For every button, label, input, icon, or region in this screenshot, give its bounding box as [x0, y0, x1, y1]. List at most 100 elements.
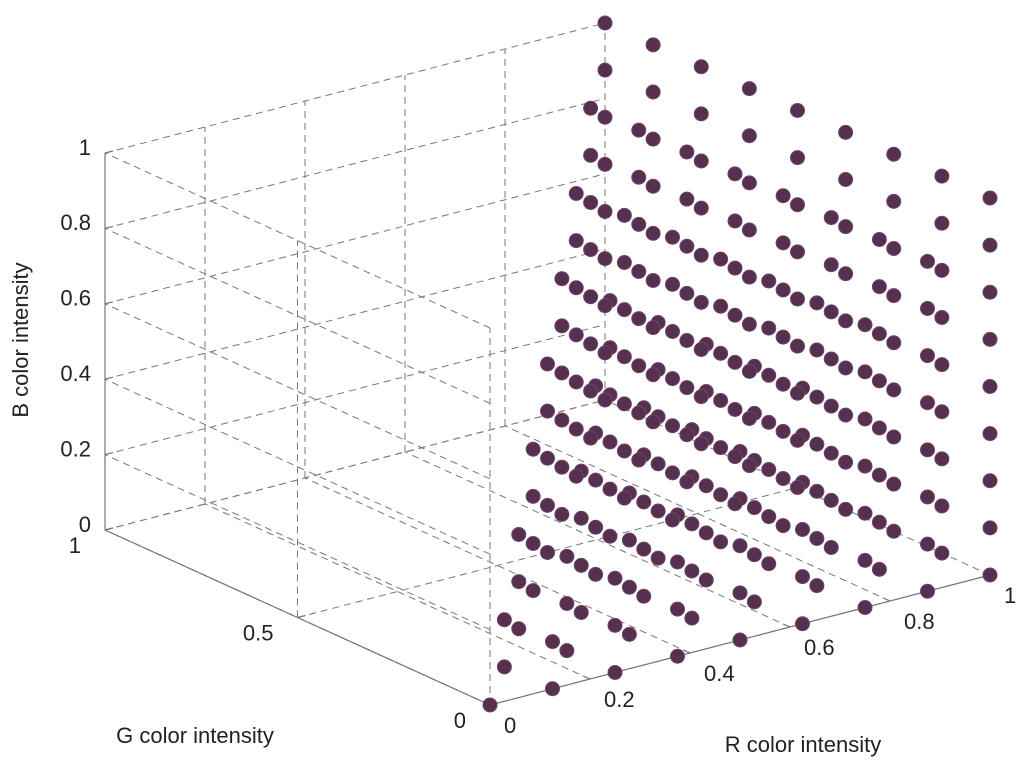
grid-line [104, 378, 491, 555]
point [568, 327, 584, 343]
point [857, 364, 873, 380]
point [679, 144, 695, 160]
point [693, 106, 709, 122]
point [727, 496, 743, 512]
point [741, 458, 757, 474]
point [645, 131, 661, 147]
point [838, 219, 854, 235]
point [775, 518, 791, 534]
point [588, 566, 604, 582]
grid-line [104, 454, 491, 631]
point [775, 282, 791, 298]
point [809, 531, 825, 546]
point [823, 351, 839, 367]
point [982, 331, 998, 347]
grid-line [104, 227, 491, 404]
point [823, 540, 839, 555]
point [713, 298, 729, 314]
point [545, 681, 560, 697]
y-axis-label: G color intensity [116, 723, 274, 748]
point [540, 356, 555, 372]
point [761, 320, 777, 336]
point [631, 122, 647, 138]
point [727, 354, 743, 370]
grid-line [304, 477, 691, 654]
point [857, 552, 873, 568]
point [838, 172, 854, 187]
point [823, 445, 839, 461]
point [934, 404, 950, 420]
point [616, 443, 632, 459]
point [857, 317, 873, 333]
point [540, 403, 555, 419]
point [602, 434, 618, 450]
point [693, 247, 709, 263]
point [698, 478, 714, 494]
point [631, 311, 647, 327]
point [602, 481, 618, 497]
point [698, 525, 714, 541]
point [616, 207, 632, 223]
point [713, 393, 729, 408]
point [823, 398, 839, 414]
point [679, 333, 695, 348]
point [645, 414, 661, 430]
point [597, 15, 613, 31]
tick-mark [882, 597, 891, 602]
tick-mark [582, 675, 591, 680]
point [602, 528, 618, 544]
point [597, 109, 613, 125]
point [616, 255, 632, 270]
x-tick-label: 0.2 [604, 687, 635, 712]
point [616, 396, 632, 412]
point [540, 450, 555, 466]
grid-line [104, 173, 606, 305]
point [540, 545, 555, 560]
point [554, 365, 570, 381]
y-tick-label: 1 [69, 533, 81, 558]
tick-mark [104, 225, 114, 229]
z-tick-label: 0.4 [60, 361, 91, 386]
point [665, 418, 680, 434]
point [732, 585, 748, 601]
point [809, 436, 825, 452]
point [934, 451, 950, 467]
point [857, 411, 873, 427]
x-axis-label: R color intensity [725, 732, 882, 757]
point [838, 454, 854, 470]
tick-mark [104, 376, 114, 380]
point [665, 371, 680, 387]
point [795, 616, 810, 632]
point [809, 578, 825, 594]
point [838, 124, 854, 140]
point [693, 342, 709, 357]
point [871, 326, 887, 342]
point [823, 492, 839, 508]
point [741, 128, 757, 144]
point [525, 583, 541, 599]
point [934, 215, 950, 231]
tick-mark [104, 301, 114, 305]
point [790, 291, 805, 307]
point [982, 237, 998, 253]
point [597, 298, 613, 314]
point [583, 147, 599, 163]
point [616, 490, 632, 506]
point [636, 541, 652, 557]
grid-line [104, 97, 606, 229]
grid-line [104, 152, 491, 329]
z-axis-label: B color intensity [8, 262, 33, 417]
point [568, 374, 584, 390]
point [982, 379, 998, 394]
point [741, 175, 757, 191]
point [693, 153, 709, 169]
point [838, 501, 854, 517]
tick-mark [104, 527, 114, 531]
point [823, 304, 839, 320]
point [511, 621, 527, 637]
point [838, 313, 854, 329]
x-tick-label: 0.4 [704, 661, 735, 686]
point [621, 626, 637, 642]
z-tick-label: 0.6 [60, 286, 91, 311]
point [559, 548, 575, 564]
